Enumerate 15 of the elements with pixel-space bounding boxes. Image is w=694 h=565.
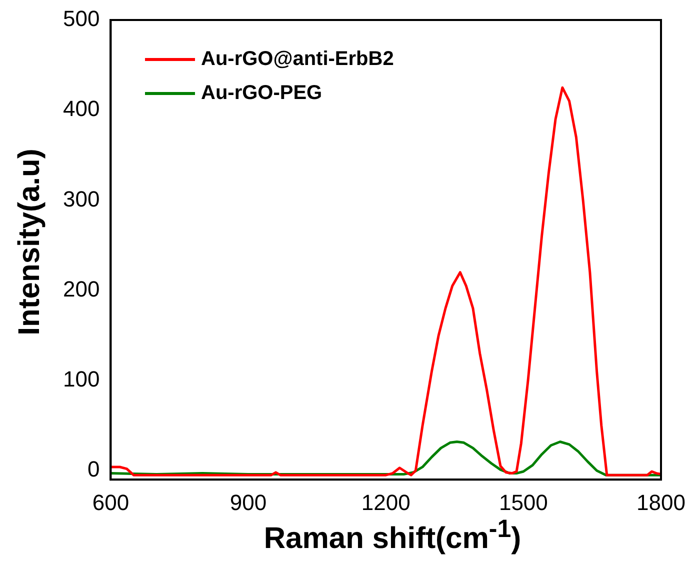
x-tick-label: 1500: [498, 490, 548, 515]
legend-label: Au-rGO@anti-ErbB2: [201, 47, 394, 72]
x-tick-label: 1200: [361, 490, 410, 515]
x-tick-label: 600: [92, 490, 130, 515]
y-tick-label: 100: [62, 366, 100, 392]
y-tick-label: 500: [62, 6, 100, 32]
x-tick-label: 900: [230, 490, 267, 515]
x-axis-title: Raman shift(cm$^{-1}$): [262, 515, 522, 556]
y-tick-label: 300: [62, 186, 100, 212]
y-tick-label: 200: [62, 276, 100, 302]
y-tick-label: 0: [87, 456, 100, 482]
y-axis-title: Intensity(a.u): [13, 148, 47, 338]
legend-label: Au-rGO-PEG: [201, 81, 322, 106]
y-tick-label: 400: [62, 96, 100, 122]
x-tick-label: 1800: [636, 490, 686, 515]
